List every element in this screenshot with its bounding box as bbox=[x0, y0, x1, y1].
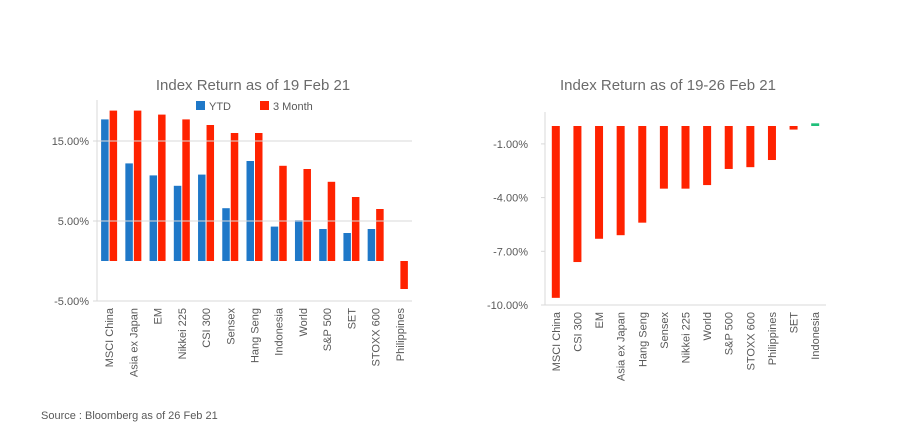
right-x-tick-label: Asia ex Japan bbox=[616, 312, 628, 381]
left-bar-ytd-sensex bbox=[222, 208, 230, 261]
right-x-tick-label: World bbox=[702, 312, 714, 341]
right-bar-em bbox=[595, 126, 604, 239]
left-bar-ytd-msci-china bbox=[101, 119, 109, 262]
right-bar-msci-china bbox=[551, 126, 560, 298]
left-x-tick-label: Sensex bbox=[225, 308, 237, 345]
right-bar-indonesia bbox=[811, 123, 820, 126]
left-x-tick-label: World bbox=[298, 308, 310, 337]
left-chart-bars bbox=[101, 110, 408, 289]
right-x-tick-label: Sensex bbox=[659, 312, 671, 349]
left-bar-ytd-stoxx-600 bbox=[367, 229, 376, 261]
left-bar-3-month-nikkei-225 bbox=[182, 119, 190, 262]
left-bar-ytd-s-p-500 bbox=[319, 229, 327, 261]
right-x-tick-label: MSCI China bbox=[551, 311, 563, 371]
left-bar-3-month-philippines bbox=[400, 261, 408, 289]
left-y-tick-label: 5.00% bbox=[58, 216, 89, 228]
right-chart-axes: -1.00% -4.00% -7.00% -10.00% MSCI China CSI 3… bbox=[487, 112, 826, 381]
left-bar-3-month-em bbox=[158, 114, 166, 261]
left-bar-ytd-asia-ex-japan bbox=[125, 163, 133, 261]
right-y-tick-label: -10.00% bbox=[487, 300, 528, 312]
left-bar-3-month-csi-300 bbox=[206, 125, 215, 261]
right-bar-sensex bbox=[659, 126, 668, 189]
left-bar-ytd-nikkei-225 bbox=[173, 185, 182, 261]
left-bar-ytd-csi-300 bbox=[198, 174, 206, 261]
left-bar-3-month-indonesia bbox=[279, 165, 287, 261]
right-chart: Index Return as of 19-26 Feb 21 -1.00% -4… bbox=[487, 77, 826, 381]
right-bar-world bbox=[703, 126, 712, 186]
left-bar-3-month-world bbox=[303, 169, 311, 261]
legend-3month-swatch bbox=[260, 101, 269, 110]
legend-ytd-swatch bbox=[196, 101, 205, 110]
left-chart-title: Index Return as of 19 Feb 21 bbox=[156, 77, 350, 94]
left-bar-3-month-set bbox=[351, 197, 360, 261]
right-x-tick-label: Indonesia bbox=[810, 311, 822, 360]
right-x-tick-label: EM bbox=[594, 312, 606, 329]
right-bar-philippines bbox=[767, 126, 776, 161]
left-x-tick-label: CSI 300 bbox=[201, 308, 213, 348]
left-y-tick-label: -5.00% bbox=[54, 296, 89, 308]
right-bar-s-p-500 bbox=[724, 126, 733, 169]
left-bar-3-month-stoxx-600 bbox=[376, 209, 384, 261]
left-x-tick-label: SET bbox=[346, 308, 358, 330]
right-x-tick-label: STOXX 600 bbox=[745, 312, 757, 371]
right-x-tick-label: SET bbox=[789, 312, 801, 334]
right-x-tick-label: S&P 500 bbox=[724, 312, 736, 355]
right-chart-bars bbox=[551, 123, 820, 298]
left-x-tick-label: STOXX 600 bbox=[371, 308, 383, 367]
left-x-tick-label: Nikkei 225 bbox=[177, 308, 189, 359]
right-bar-hang-seng bbox=[638, 126, 647, 223]
right-bar-asia-ex-japan bbox=[616, 126, 625, 236]
left-bar-ytd-set bbox=[343, 233, 351, 261]
right-x-tick-label: CSI 300 bbox=[572, 312, 584, 352]
left-x-tick-label: Indonesia bbox=[274, 307, 286, 356]
right-x-tick-label: Nikkei 225 bbox=[681, 312, 693, 363]
left-y-tick-label: 15.00% bbox=[52, 136, 90, 148]
left-bar-ytd-em bbox=[149, 175, 158, 261]
left-bar-ytd-indonesia bbox=[270, 226, 279, 261]
right-y-tick-label: -4.00% bbox=[493, 193, 528, 205]
right-x-tick-label: Hang Seng bbox=[637, 312, 649, 367]
right-bar-csi-300 bbox=[573, 126, 582, 263]
left-chart-axes: 15.00% 5.00% -5.00% MSCI China Asia ex Japan… bbox=[52, 100, 412, 377]
left-x-tick-label: Philippines bbox=[395, 308, 407, 362]
left-x-tick-label: S&P 500 bbox=[322, 308, 334, 351]
left-bar-3-month-asia-ex-japan bbox=[133, 110, 142, 261]
right-y-tick-label: -7.00% bbox=[493, 246, 528, 258]
right-y-tick-label: -1.00% bbox=[493, 139, 528, 151]
left-bar-3-month-msci-china bbox=[109, 110, 118, 261]
right-x-tick-label: Philippines bbox=[767, 312, 779, 366]
left-x-tick-label: EM bbox=[153, 308, 165, 325]
right-chart-title: Index Return as of 19-26 Feb 21 bbox=[560, 77, 776, 94]
left-chart-legend: YTD 3 Month bbox=[196, 101, 313, 113]
legend-3month-label: 3 Month bbox=[273, 101, 313, 113]
right-bar-stoxx-600 bbox=[746, 126, 755, 168]
left-x-tick-label: MSCI China bbox=[104, 307, 116, 367]
left-x-tick-label: Hang Seng bbox=[250, 308, 262, 363]
right-bar-set bbox=[789, 126, 798, 130]
right-bar-nikkei-225 bbox=[681, 126, 690, 189]
left-bar-ytd-world bbox=[294, 220, 303, 261]
left-bar-3-month-hang-seng bbox=[255, 133, 263, 261]
left-x-tick-label: Asia ex Japan bbox=[128, 308, 140, 377]
left-bar-3-month-sensex bbox=[230, 133, 239, 261]
left-chart: Index Return as of 19 Feb 21 YTD 3 Month… bbox=[52, 77, 412, 377]
legend-ytd-label: YTD bbox=[209, 101, 231, 113]
source-note: Source : Bloomberg as of 26 Feb 21 bbox=[41, 410, 218, 422]
left-bar-ytd-hang-seng bbox=[246, 161, 254, 261]
